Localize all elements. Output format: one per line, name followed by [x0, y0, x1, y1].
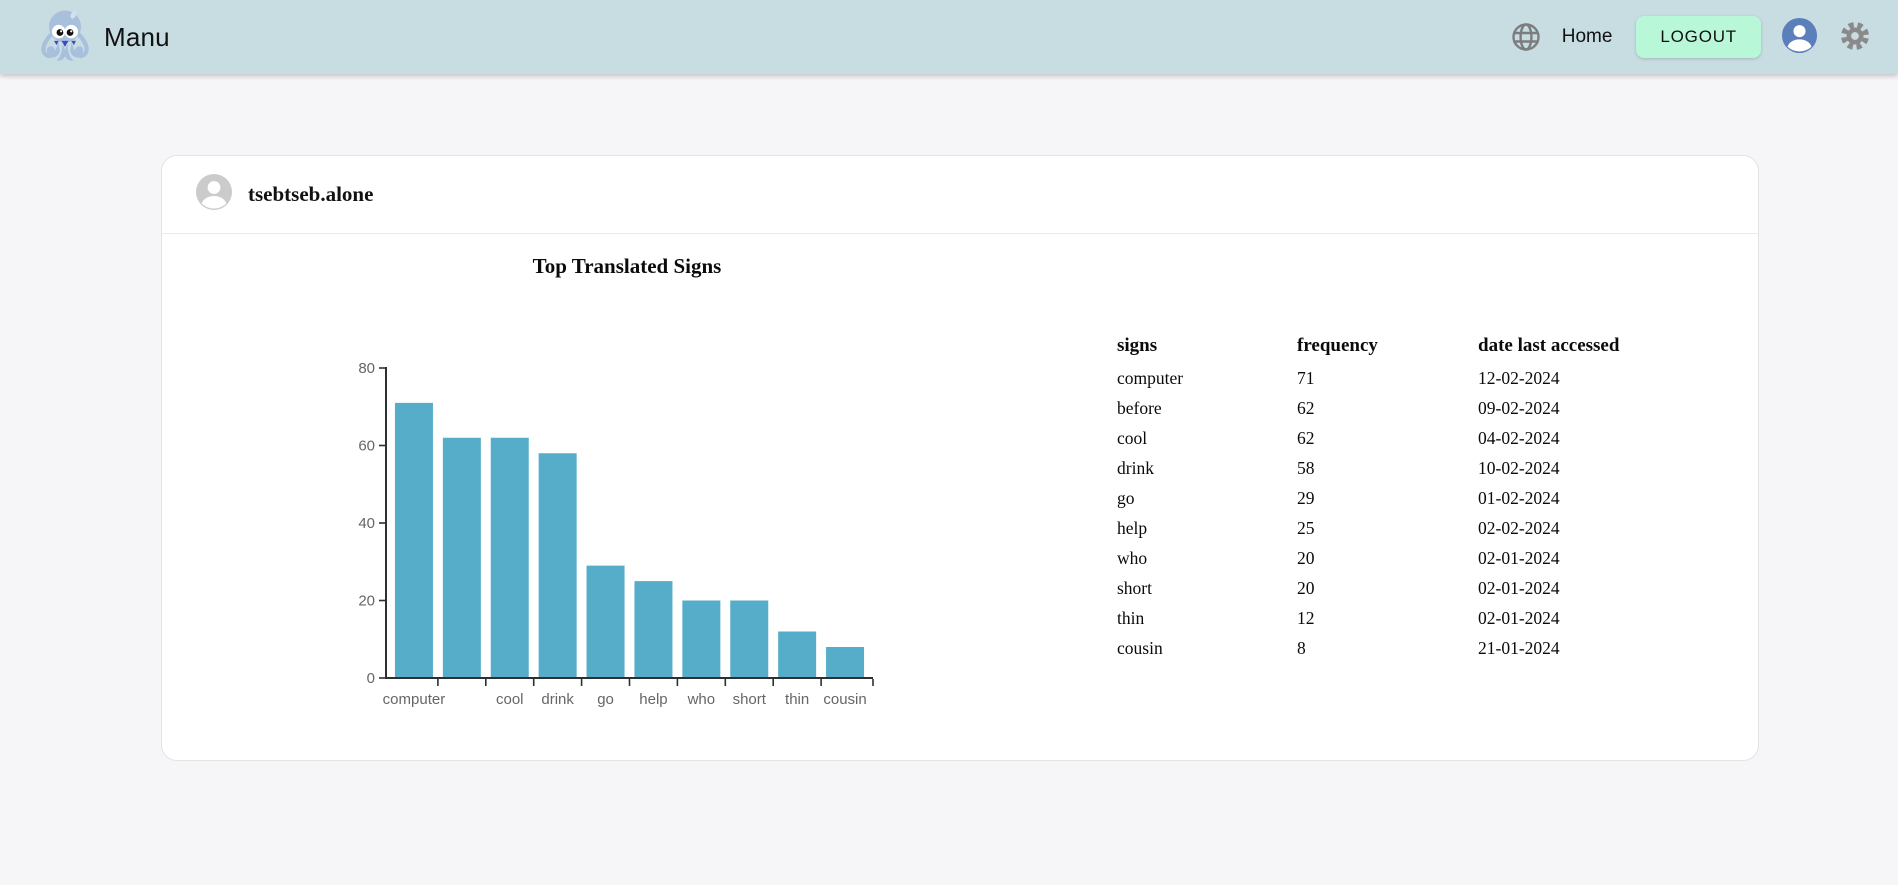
user-avatar-button[interactable]	[1781, 17, 1818, 57]
x-tick-label-short: short	[733, 691, 767, 708]
table-cell-r1-c2: 09-02-2024	[1478, 398, 1560, 418]
bar-before	[442, 437, 481, 678]
octopus-logo-icon	[38, 6, 92, 69]
app-header: Manu Home LOGOUT	[0, 0, 1898, 74]
x-tick-label-thin: thin	[785, 691, 809, 708]
bar-cool	[490, 437, 529, 678]
table-cell-r9-c0: cousin	[1117, 638, 1163, 658]
table-cell-r4-c1: 29	[1297, 488, 1315, 508]
user-avatar-icon	[1781, 17, 1818, 57]
x-tick-label-drink: drink	[541, 691, 574, 708]
settings-gear-button[interactable]	[1838, 19, 1872, 56]
app-title: Manu	[104, 21, 170, 52]
logout-button[interactable]: LOGOUT	[1636, 16, 1761, 58]
bar-computer	[394, 402, 433, 678]
x-tick-label-help: help	[639, 691, 667, 708]
y-tick-label-80: 80	[358, 360, 375, 377]
gear-icon	[1838, 19, 1872, 56]
table-header-col-1: frequency	[1297, 335, 1378, 356]
table-cell-r8-c2: 02-01-2024	[1478, 608, 1560, 628]
table-cell-r6-c2: 02-01-2024	[1478, 548, 1560, 568]
bar-help	[634, 581, 673, 678]
table-cell-r5-c0: help	[1117, 518, 1148, 538]
header-actions: Home LOGOUT	[1510, 16, 1872, 58]
chart-title: Top Translated Signs	[532, 254, 722, 278]
account-circle-icon	[195, 173, 233, 216]
x-tick-label-cousin: cousin	[823, 691, 866, 708]
nav-home-link[interactable]: Home	[1561, 26, 1613, 47]
table-cell-r3-c2: 10-02-2024	[1478, 458, 1560, 478]
table-cell-r0-c2: 12-02-2024	[1478, 368, 1560, 388]
bar-who	[682, 600, 721, 678]
table-cell-r1-c0: before	[1117, 398, 1162, 418]
x-tick-label-go: go	[597, 691, 614, 708]
signs-table: signs frequency date last accessed computer…	[1117, 334, 1728, 663]
table-header-col-0: signs	[1117, 335, 1158, 356]
table-cell-r4-c2: 01-02-2024	[1478, 488, 1560, 508]
username: tsebtseb.alone	[248, 182, 374, 206]
card-body: Top Translated Signs 0 20 40 60 80 computer co…	[162, 234, 1758, 760]
table-cell-r7-c1: 20	[1297, 578, 1315, 598]
table-cell-r2-c0: cool	[1117, 428, 1148, 448]
table-cell-r5-c2: 02-02-2024	[1478, 518, 1560, 538]
y-tick-label-60: 60	[358, 438, 375, 455]
profile-card: tsebtseb.alone Top Translated Signs 0 20 4…	[161, 155, 1759, 761]
bar-cousin	[826, 647, 865, 678]
main-content: tsebtseb.alone Top Translated Signs 0 20 4…	[0, 155, 1898, 761]
table-cell-r0-c0: computer	[1117, 368, 1184, 388]
table-cell-r8-c1: 12	[1297, 608, 1315, 628]
x-tick-label-cool: cool	[496, 691, 524, 708]
table-header-col-2: date last accessed	[1478, 335, 1620, 356]
table-cell-r2-c1: 62	[1297, 428, 1315, 448]
table-cell-r2-c2: 04-02-2024	[1478, 428, 1560, 448]
x-tick-label-computer: computer	[383, 691, 446, 708]
table-cell-r4-c0: go	[1117, 488, 1135, 508]
y-tick-label-40: 40	[358, 515, 375, 532]
table-cell-r6-c1: 20	[1297, 548, 1315, 568]
app-logo[interactable]: Manu	[38, 6, 170, 69]
table-cell-r1-c1: 62	[1297, 398, 1315, 418]
bar-thin	[778, 631, 817, 678]
table-cell-r6-c0: who	[1117, 548, 1148, 568]
table-cell-r8-c0: thin	[1117, 608, 1145, 628]
table-cell-r3-c0: drink	[1117, 458, 1154, 478]
bar-short	[730, 600, 769, 678]
bar-chart: 0 20 40 60 80 computer cool drink go help who short…	[358, 360, 874, 708]
table-cell-r9-c2: 21-01-2024	[1478, 638, 1560, 658]
table-cell-r7-c2: 02-01-2024	[1478, 578, 1560, 598]
bar-drink	[538, 453, 577, 678]
table-cell-r9-c1: 8	[1297, 638, 1306, 658]
table-cell-r3-c1: 58	[1297, 458, 1315, 478]
y-tick-label-0: 0	[367, 670, 375, 687]
globe-icon[interactable]	[1510, 21, 1542, 53]
table-cell-r5-c1: 25	[1297, 518, 1315, 538]
table-cell-r7-c0: short	[1117, 578, 1152, 598]
bar-go	[586, 565, 625, 678]
y-tick-label-20: 20	[358, 593, 375, 610]
table-cell-r0-c1: 71	[1297, 368, 1315, 388]
card-header: tsebtseb.alone	[162, 156, 1758, 234]
x-tick-label-who: who	[687, 691, 716, 708]
